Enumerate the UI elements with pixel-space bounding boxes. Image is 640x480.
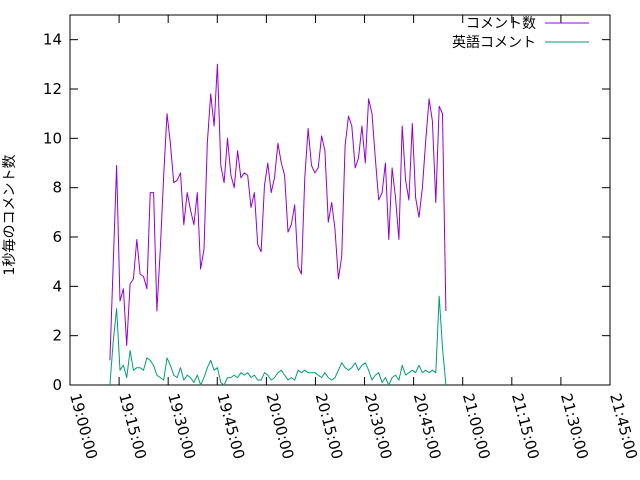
- legend-label-1: コメント数: [466, 16, 536, 32]
- y-tick-label: 2: [52, 327, 62, 345]
- y-axis-title: 1秒毎のコメント数: [2, 155, 18, 276]
- y-tick-label: 14: [43, 31, 62, 49]
- x-tick-label: 21:00:00: [459, 391, 494, 461]
- y-tick-label: 10: [43, 129, 62, 147]
- x-tick-label: 21:15:00: [508, 391, 543, 461]
- y-tick-label: 0: [52, 376, 62, 394]
- x-tick-label: 20:45:00: [410, 391, 445, 461]
- plot-border: [69, 14, 611, 386]
- x-tick-label: 21:30:00: [557, 391, 592, 461]
- x-tick-label: 19:45:00: [213, 391, 248, 461]
- x-tick-label: 20:30:00: [361, 391, 396, 461]
- y-tick-label: 4: [52, 277, 62, 295]
- series-line-1: [109, 63, 447, 361]
- x-tick-label: 20:15:00: [312, 391, 347, 461]
- x-tick-label: 19:30:00: [164, 391, 199, 461]
- y-tick-label: 12: [43, 80, 62, 98]
- x-tick-label: 19:15:00: [115, 391, 150, 461]
- x-tick-label: 20:00:00: [262, 391, 297, 461]
- legend-label-2: 英語コメント: [452, 34, 536, 51]
- y-tick-label: 8: [52, 179, 62, 197]
- x-tick-label: 19:00:00: [66, 391, 101, 461]
- series-line-2: [109, 295, 447, 386]
- x-tick-label: 21:45:00: [606, 391, 640, 461]
- y-tick-label: 6: [52, 228, 62, 246]
